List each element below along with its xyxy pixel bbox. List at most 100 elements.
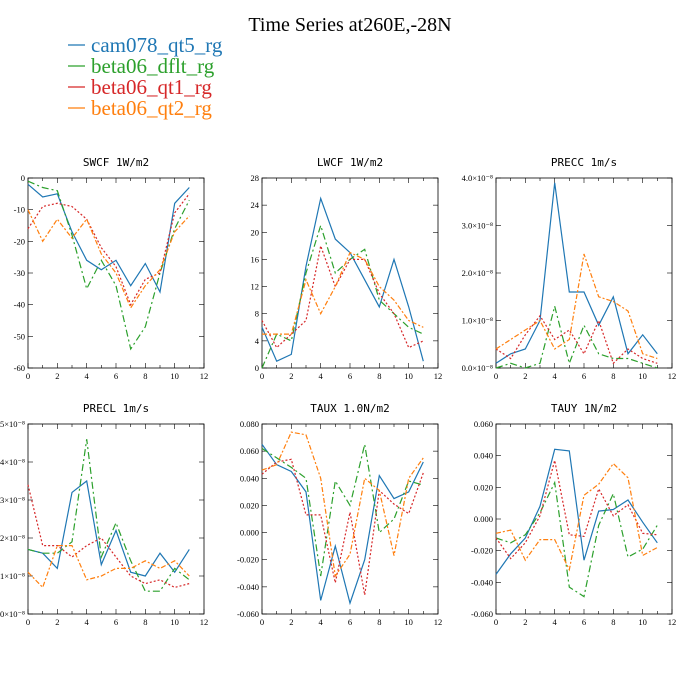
series-line-cam078_qt5_rg [261,196,424,363]
panel-title: PRECL 1m/s [83,402,149,415]
series-line-beta06_qt1_rg [27,484,190,589]
series-line-beta06_dflt_rg [495,480,658,598]
series-line-cam078_qt5_rg [27,183,190,294]
y-tick-label: 3×10⁻⁸ [0,495,25,505]
x-tick-label: 4 [85,371,90,381]
y-tick-label: 1.0×10⁻⁸ [462,316,493,326]
x-tick-label: 12 [434,617,443,627]
chart-panel-5: TAUX 1.0N/m2 0 2 4 6 8 10 12 -0.060 -0.040 -0.020 0… [237,402,442,627]
y-tick-label: 28 [251,173,260,183]
y-tick-label: 0.060 [240,446,259,456]
y-tick-label: 12 [251,282,260,292]
x-tick-label: 6 [114,617,118,627]
series-line-beta06_dflt_rg [27,439,190,592]
series-line-beta06_dflt_rg [261,223,424,369]
x-tick-label: 8 [377,371,381,381]
y-tick-label: 0.020 [240,500,259,510]
x-tick-label: 2 [523,371,527,381]
series-line-cam078_qt5_rg [27,479,190,577]
y-tick-label: 0×10⁻⁸ [0,609,25,619]
x-tick-label: 12 [434,371,443,381]
y-tick-label: 4 [255,336,260,346]
x-tick-label: 6 [582,617,586,627]
y-tick-label: -0.020 [471,546,493,556]
x-tick-label: 12 [668,617,677,627]
panel-title: TAUY 1N/m2 [551,402,617,415]
y-tick-label: 2.0×10⁻⁸ [462,268,493,278]
x-tick-label: 6 [114,371,118,381]
y-tick-label: -30 [14,268,25,278]
y-tick-label: 2×10⁻⁸ [0,533,25,543]
series-line-beta06_dflt_rg [27,180,190,351]
y-tick-label: -0.020 [237,555,259,565]
y-tick-label: 16 [251,254,260,264]
y-tick-label: 8 [255,309,259,319]
x-tick-label: 2 [55,371,59,381]
series-line-beta06_qt1_rg [27,193,190,307]
series-line-beta06_qt1_rg [495,314,658,365]
plot-frame [261,423,439,615]
series-line-beta06_qt1_rg [261,458,424,596]
x-tick-label: 0 [260,617,264,627]
chart-panel-6: TAUY 1N/m2 0 2 4 6 8 10 12 -0.060 -0.040 -0.020 0.0… [471,402,676,627]
y-tick-label: 0.080 [240,419,259,429]
x-tick-label: 12 [668,371,677,381]
y-tick-label: 20 [251,227,260,237]
legend: cam078_qt5_rgbeta06_dflt_rgbeta06_qt1_rg… [68,33,223,120]
y-tick-label: -10 [14,205,25,215]
y-tick-label: -50 [14,331,25,341]
y-tick-label: 0 [21,173,25,183]
x-tick-label: 4 [553,371,558,381]
y-tick-label: -20 [14,236,25,246]
x-tick-label: 8 [611,617,615,627]
series-line-beta06_qt2_rg [27,209,190,310]
legend-entry: cam078_qt5_rg [91,33,223,57]
y-tick-label: 4.0×10⁻⁸ [462,173,493,183]
series-line-beta06_qt2_rg [495,253,658,360]
x-tick-label: 8 [377,617,381,627]
x-tick-label: 4 [319,617,324,627]
series-line-beta06_qt1_rg [495,460,658,560]
y-tick-label: 0.020 [474,482,493,492]
x-tick-label: 6 [348,371,352,381]
y-tick-label: 4×10⁻⁸ [0,457,25,467]
y-tick-label: 0 [255,363,259,373]
plot-frame [27,423,205,615]
x-tick-label: 0 [26,371,30,381]
x-tick-label: 8 [143,617,147,627]
chart-panel-1: SWCF 1W/m2 0 2 4 6 8 10 12 0 -10 -20 -30 -40 -50 -60 [14,156,209,381]
x-tick-label: 2 [523,617,527,627]
x-tick-label: 2 [289,371,293,381]
x-tick-label: 4 [85,617,90,627]
x-tick-label: 10 [638,617,647,627]
y-tick-label: -0.040 [237,582,259,592]
x-tick-label: 10 [170,371,179,381]
x-tick-label: 10 [638,371,647,381]
series-line-beta06_qt2_rg [27,544,190,589]
series-line-beta06_qt1_rg [261,243,424,349]
legend-entry: beta06_dflt_rg [91,54,215,78]
y-tick-label: 0.000 [474,514,493,524]
x-tick-label: 0 [26,617,30,627]
x-tick-label: 6 [582,371,586,381]
legend-entry: beta06_qt1_rg [91,75,212,99]
panel-title: PRECC 1m/s [551,156,617,169]
y-tick-label: 0.000 [240,528,259,538]
x-tick-label: 4 [553,617,558,627]
y-tick-label: -0.040 [471,577,493,587]
x-tick-label: 12 [200,371,209,381]
y-tick-label: -0.060 [237,609,259,619]
y-tick-label: 5×10⁻⁸ [0,419,25,429]
x-tick-label: 0 [494,617,498,627]
series-line-cam078_qt5_rg [495,182,658,364]
y-tick-label: 0.0×10⁻⁸ [462,363,493,373]
legend-entry: beta06_qt2_rg [91,96,212,120]
x-tick-label: 8 [611,371,615,381]
chart-panel-3: PRECC 1m/s 0 2 4 6 8 10 12 0.0×10⁻⁸ 1.0×10⁻⁸ 2.0×1… [462,156,677,381]
y-tick-label: 0.040 [240,473,259,483]
series-line-cam078_qt5_rg [495,448,658,575]
x-tick-label: 6 [348,617,352,627]
series-line-beta06_qt2_rg [495,462,658,572]
y-tick-label: -0.060 [471,609,493,619]
